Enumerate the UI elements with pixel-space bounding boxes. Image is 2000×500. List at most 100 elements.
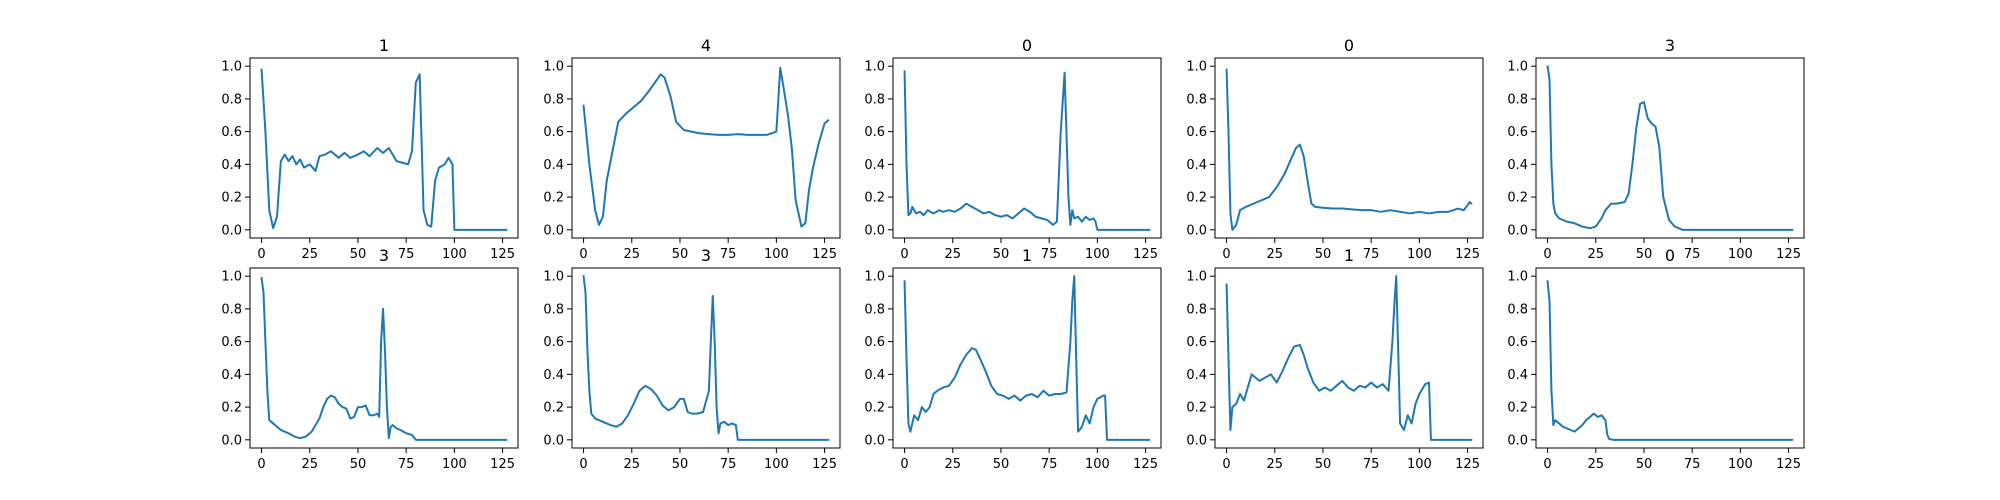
subplot-7: 3 0 25 50 75 100 125 0.0 0.2 0.4 0.6 0.8 1.0 (543, 246, 841, 472)
subplot-title: 0 (1344, 36, 1354, 55)
x-tick-label: 25 (623, 247, 640, 262)
y-tick-label: 0.2 (221, 401, 242, 416)
y-tick-label: 0.0 (221, 433, 242, 448)
x-tick-label: 100 (1728, 247, 1753, 262)
subplot-title: 3 (701, 246, 711, 265)
series-line (1225, 68, 1473, 231)
x-tick-label: 50 (672, 247, 689, 262)
x-tick-label: 125 (490, 457, 515, 472)
subplot-1: 1 0 25 50 75 100 125 0.0 0.2 0.4 0.6 0.8 1.0 (221, 36, 519, 262)
x-tick-label: 0 (1543, 457, 1551, 472)
x-tick-label: 100 (1407, 457, 1432, 472)
y-tick-label: 0.2 (1507, 191, 1528, 206)
y-tick-label: 0.0 (864, 433, 885, 448)
x-tick-label: 0 (900, 247, 908, 262)
subplot-10: 0 0 25 50 75 100 125 0.0 0.2 0.4 0.6 0.8 1.0 (1507, 246, 1805, 472)
y-tick-label: 0.4 (1186, 368, 1207, 383)
y-tick-label: 0.6 (1186, 125, 1207, 140)
subplot-title: 3 (1665, 36, 1675, 55)
y-tick-label: 1.0 (864, 270, 885, 285)
y-tick-label: 0.2 (1186, 401, 1207, 416)
x-tick-label: 100 (1728, 457, 1753, 472)
y-tick-label: 0.2 (864, 191, 885, 206)
y-tick-label: 0.8 (221, 302, 242, 317)
subplot-4: 0 0 25 50 75 100 125 0.0 0.2 0.4 0.6 0.8 1.0 (1186, 36, 1484, 262)
x-tick-label: 25 (301, 457, 318, 472)
x-tick-label: 50 (993, 457, 1010, 472)
plot-frame (1214, 57, 1484, 239)
x-tick-label: 25 (944, 457, 961, 472)
x-tick-label: 100 (1085, 457, 1110, 472)
subplot-8: 1 0 25 50 75 100 125 0.0 0.2 0.4 0.6 0.8 1.0 (864, 246, 1162, 472)
x-tick-label: 25 (1266, 457, 1283, 472)
x-tick-label: 25 (944, 247, 961, 262)
y-tick-label: 1.0 (221, 270, 242, 285)
plot-frame (892, 57, 1162, 239)
plot-frame (892, 267, 1162, 449)
x-tick-label: 50 (350, 457, 367, 472)
x-tick-label: 75 (398, 247, 415, 262)
subplot-title: 1 (1022, 246, 1032, 265)
y-tick-label: 0.2 (1507, 401, 1528, 416)
x-tick-label: 125 (1133, 247, 1158, 262)
y-tick-label: 0.6 (864, 335, 885, 350)
y-tick-label: 0.8 (1507, 92, 1528, 107)
plot-frame (249, 267, 519, 449)
x-tick-label: 100 (442, 457, 467, 472)
plot-frame (571, 57, 841, 239)
y-tick-label: 0.8 (543, 302, 564, 317)
y-tick-label: 0.0 (1186, 433, 1207, 448)
plot-frame (1535, 57, 1805, 239)
x-tick-label: 125 (1455, 457, 1480, 472)
y-tick-label: 0.0 (543, 433, 564, 448)
x-tick-label: 125 (812, 247, 837, 262)
x-tick-label: 100 (1407, 247, 1432, 262)
x-tick-label: 125 (812, 457, 837, 472)
x-tick-label: 100 (442, 247, 467, 262)
y-tick-label: 0.6 (864, 125, 885, 140)
y-tick-label: 0.6 (543, 335, 564, 350)
x-tick-label: 50 (672, 457, 689, 472)
y-tick-label: 0.2 (543, 401, 564, 416)
series-line (260, 68, 508, 231)
y-tick-label: 0.0 (864, 223, 885, 238)
x-tick-label: 25 (1266, 247, 1283, 262)
x-tick-label: 75 (1363, 247, 1380, 262)
y-tick-label: 0.8 (864, 92, 885, 107)
y-tick-label: 0.4 (543, 158, 564, 173)
x-tick-label: 125 (1455, 247, 1480, 262)
x-tick-label: 50 (350, 247, 367, 262)
y-tick-label: 0.8 (543, 92, 564, 107)
y-tick-label: 0.4 (221, 368, 242, 383)
y-tick-label: 1.0 (543, 60, 564, 75)
subplot-5: 3 0 25 50 75 100 125 0.0 0.2 0.4 0.6 0.8 1.0 (1507, 36, 1805, 262)
x-tick-label: 0 (900, 457, 908, 472)
subplot-title: 3 (379, 246, 389, 265)
plot-frame (1214, 267, 1484, 449)
series-line (582, 275, 830, 441)
x-tick-label: 0 (579, 457, 587, 472)
y-tick-label: 0.4 (864, 158, 885, 173)
x-tick-label: 75 (1363, 457, 1380, 472)
x-tick-label: 50 (1315, 457, 1332, 472)
x-tick-label: 100 (1085, 247, 1110, 262)
y-tick-label: 0.6 (221, 125, 242, 140)
y-tick-label: 0.8 (1507, 302, 1528, 317)
x-tick-label: 0 (1222, 247, 1230, 262)
y-tick-label: 0.4 (543, 368, 564, 383)
y-tick-label: 0.8 (1186, 92, 1207, 107)
y-tick-label: 0.8 (1186, 302, 1207, 317)
y-tick-label: 0.0 (543, 223, 564, 238)
x-tick-label: 75 (1041, 247, 1058, 262)
x-tick-label: 125 (490, 247, 515, 262)
y-tick-label: 1.0 (1507, 270, 1528, 285)
y-tick-label: 0.4 (1186, 158, 1207, 173)
x-tick-label: 50 (993, 247, 1010, 262)
plot-frame (571, 267, 841, 449)
x-tick-label: 0 (257, 247, 265, 262)
y-tick-label: 1.0 (1507, 60, 1528, 75)
series-line (582, 66, 830, 228)
y-tick-label: 1.0 (1186, 60, 1207, 75)
y-tick-label: 0.8 (221, 92, 242, 107)
series-line (1546, 65, 1794, 231)
